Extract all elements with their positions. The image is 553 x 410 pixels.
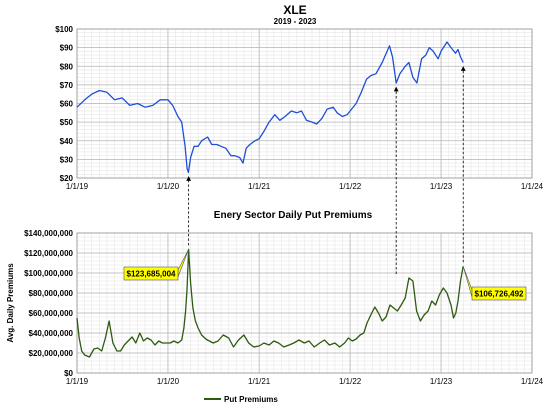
y-tick-label: $60 (60, 100, 74, 109)
callout-label: $106,726,492 (475, 290, 524, 299)
callout-group: $123,685,004 $106,726,492 (123, 249, 527, 301)
y-tick-label: $80 (60, 62, 74, 71)
x-tick-label: 1/1/22 (339, 377, 362, 386)
y-tick-label: $40 (60, 137, 74, 146)
x-tick-label: 1/1/19 (66, 377, 89, 386)
y-tick-label: $140,000,000 (24, 229, 73, 238)
chart-subtitle: 2019 - 2023 (274, 17, 317, 26)
x-tick-label: 1/1/20 (157, 182, 180, 191)
y-tick-label: $100,000,000 (24, 269, 73, 278)
x-tick-label: 1/1/19 (66, 182, 89, 191)
y-tick-label: $30 (60, 155, 74, 164)
y-tick-label: $100 (55, 25, 73, 34)
x-tick-label: 1/1/24 (521, 182, 544, 191)
y-tick-label: $20 (60, 174, 74, 183)
chart-title: XLE (283, 3, 306, 17)
callout-label: $123,685,004 (127, 270, 176, 279)
chart-title: Enery Sector Daily Put Premiums (214, 210, 373, 221)
legend-label: Put Premiums (224, 395, 278, 404)
callout-box (471, 286, 527, 301)
xle-price-line (76, 41, 464, 174)
put-premiums-line (76, 248, 464, 358)
legend: Put Premiums (204, 395, 278, 404)
bottom-plot-grid: 1/1/19 1/1/20 1/1/21 1/1/22 1/1/23 1/1/24 $0 $2… (24, 229, 544, 386)
y-tick-label: $80,000,000 (29, 289, 74, 298)
x-tick-label: 1/1/23 (430, 377, 453, 386)
series-group-xle (76, 41, 464, 174)
y-tick-label: $90 (60, 44, 74, 53)
x-tick-label: 1/1/21 (248, 182, 271, 191)
connector-lines (186, 66, 466, 274)
y-axis-label: Avg. Daily Premiums (6, 263, 15, 343)
x-tick-label: 1/1/24 (521, 377, 544, 386)
x-tick-label: 1/1/21 (248, 377, 271, 386)
x-tick-label: 1/1/23 (430, 182, 453, 191)
plot-border (76, 232, 533, 374)
top-plot-grid: 1/1/19 1/1/20 1/1/21 1/1/22 1/1/23 1/1/24 $20 $… (55, 25, 543, 191)
callout-box (123, 266, 179, 281)
plot-border (76, 28, 533, 179)
y-tick-label: $70 (60, 81, 74, 90)
y-tick-label: $40,000,000 (29, 329, 74, 338)
y-tick-label: $0 (64, 369, 73, 378)
x-tick-label: 1/1/20 (157, 377, 180, 386)
y-tick-label: $50 (60, 118, 74, 127)
x-tick-label: 1/1/22 (339, 182, 362, 191)
y-tick-label: $60,000,000 (29, 309, 74, 318)
y-tick-label: $120,000,000 (24, 249, 73, 258)
y-tick-label: $20,000,000 (29, 349, 74, 358)
series-group-put-premiums (76, 248, 464, 358)
